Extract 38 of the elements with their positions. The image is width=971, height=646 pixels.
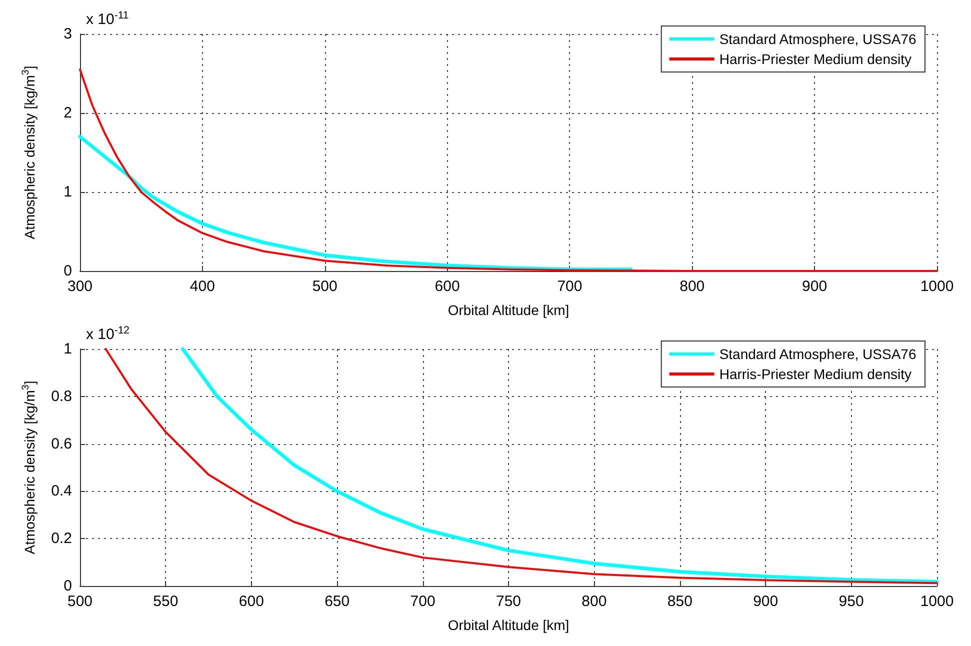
y-tick-label: 2 [64, 104, 72, 122]
x-tick-label: 700 [557, 278, 582, 295]
legend-label: Standard Atmosphere, USSA76 [719, 346, 916, 362]
legend-label: Harris-Priester Medium density [719, 51, 912, 67]
legend-label: Harris-Priester Medium density [719, 366, 912, 382]
x-tick-label: 950 [838, 593, 864, 610]
x-tick-label: 300 [67, 278, 93, 295]
y-tick-label: 1 [64, 340, 72, 358]
y-tick-label: 0.2 [51, 530, 72, 548]
x-tick-label: 800 [680, 278, 705, 295]
x-tick-label: 1000 [920, 593, 954, 610]
x-tick-label: 600 [434, 278, 460, 295]
x-axis-title: Orbital Altitude [km] [448, 302, 570, 318]
x-tick-label: 500 [312, 278, 338, 295]
y-tick-label: 0.6 [51, 435, 72, 452]
y-tick-label: 0.4 [51, 482, 72, 500]
legend-label: Standard Atmosphere, USSA76 [719, 31, 916, 47]
y-tick-label: 3 [64, 26, 72, 42]
x-tick-label: 1000 [920, 278, 954, 295]
y-tick-label: 0 [64, 262, 72, 280]
x-tick-label: 900 [802, 278, 828, 295]
x-tick-label: 500 [67, 593, 93, 610]
x-tick-label: 900 [753, 593, 778, 610]
x-tick-label: 550 [153, 593, 178, 610]
x-axis-title: Orbital Altitude [km] [448, 617, 570, 633]
line-series [78, 134, 633, 272]
x-tick-label: 750 [496, 593, 522, 610]
y-tick-label: 0.8 [51, 388, 72, 405]
x-tick-label: 850 [667, 593, 692, 610]
x-tick-label: 650 [324, 593, 350, 610]
x-tick-label: 800 [582, 593, 607, 610]
x-tick-label: 400 [190, 278, 215, 295]
y-axis-title: Atmospheric density [kg/m3] [20, 66, 38, 240]
y-tick-label: 0 [64, 578, 72, 594]
y-axis-title: Atmospheric density [kg/m3] [20, 380, 38, 554]
x-tick-label: 700 [410, 593, 436, 610]
x-tick-label: 600 [238, 593, 264, 610]
y-tick-label: 1 [64, 184, 72, 200]
